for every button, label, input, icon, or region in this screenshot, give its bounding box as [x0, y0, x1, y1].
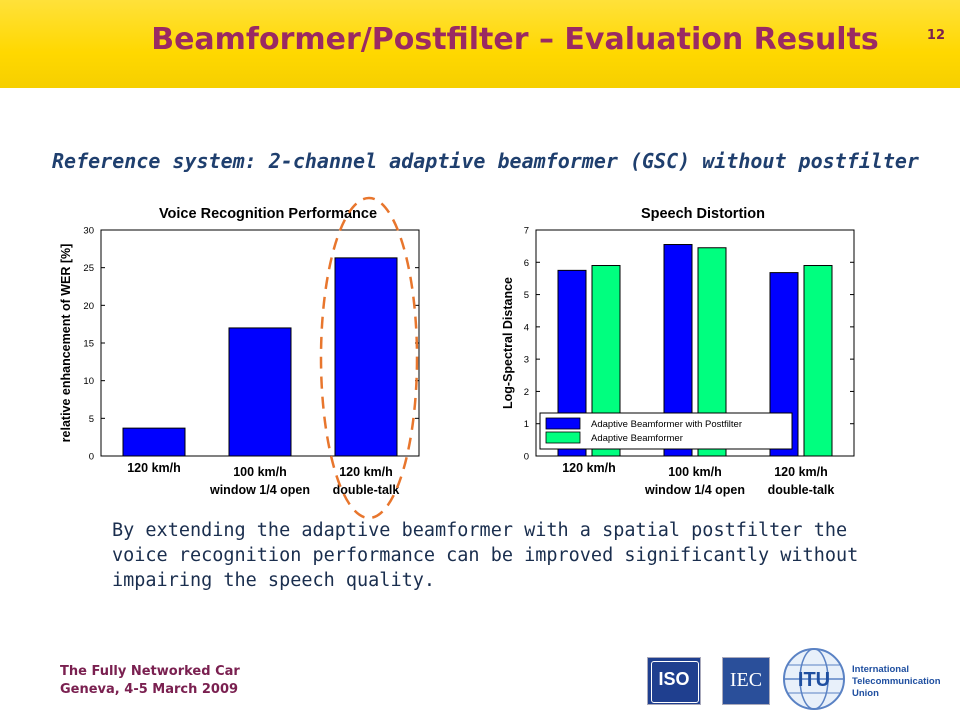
y-tick-label: 5 — [89, 414, 94, 425]
y-tick-label: 7 — [524, 226, 529, 237]
x-category-label: 120 km/h — [127, 461, 181, 475]
bar — [334, 257, 398, 457]
x-category-label: 100 km/h — [233, 465, 287, 479]
y-tick-label: 3 — [524, 355, 529, 366]
x-category-label: double-talk — [333, 483, 400, 497]
legend-swatch — [545, 417, 581, 430]
body-text: By extending the adaptive beamformer wit… — [112, 520, 859, 591]
footer: The Fully Networked Car Geneva, 4-5 Marc… — [60, 663, 240, 699]
footer-event: The Fully Networked Car — [60, 664, 240, 679]
header-banner: Beamformer/Postfilter – Evaluation Resul… — [0, 0, 960, 88]
bar — [803, 265, 833, 457]
x-category-label: 120 km/h — [562, 461, 616, 475]
itu-name-line: International — [852, 664, 909, 675]
x-category-label: 120 km/h — [774, 465, 828, 479]
y-tick-label: 5 — [524, 290, 529, 301]
slide-title: Beamformer/Postfilter – Evaluation Resul… — [151, 22, 879, 57]
y-tick-label: 30 — [83, 226, 94, 237]
plot-frame — [535, 229, 855, 457]
y-axis-label: Log-Spectral Distance — [501, 277, 515, 409]
iec-logo: IEC — [722, 657, 770, 705]
itu-name-line: Union — [852, 688, 879, 699]
y-tick-label: 1 — [524, 419, 529, 430]
y-tick-label: 20 — [83, 301, 94, 312]
iec-logo-text: IEC — [729, 669, 763, 691]
itu-logo: ITU International Telecommunication Unio… — [783, 648, 941, 710]
voice-recognition-chart: Voice Recognition Performance relative en… — [59, 196, 420, 520]
highlight-ellipse — [319, 196, 419, 520]
bar — [122, 427, 186, 457]
x-category-label: 120 km/h — [339, 465, 393, 479]
footer-location: Geneva, 4-5 March 2009 — [60, 682, 239, 697]
y-axis-label: relative enhancement of WER [%] — [59, 244, 73, 443]
y-tick-label: 10 — [83, 376, 94, 387]
y-tick-label: 0 — [89, 452, 94, 463]
legend-box — [539, 412, 793, 450]
bar — [228, 327, 292, 457]
x-category-label: window 1/4 open — [209, 483, 310, 497]
x-category-label: 100 km/h — [668, 465, 722, 479]
y-tick-label: 15 — [83, 339, 94, 350]
chart-title: Voice Recognition Performance — [159, 206, 377, 222]
y-tick-label: 25 — [83, 263, 94, 274]
x-category-label: double-talk — [768, 483, 835, 497]
iso-logo-text: ISO — [658, 669, 690, 689]
itu-name-line: Telecommunication — [852, 676, 941, 687]
subtitle: Reference system: 2-channel adaptive bea… — [52, 149, 919, 173]
chart-title: Speech Distortion — [641, 206, 765, 222]
iso-logo: ISO — [647, 657, 701, 705]
page-number: 12 — [926, 28, 945, 43]
legend-swatch — [545, 431, 581, 444]
y-tick-label: 4 — [524, 322, 529, 333]
speech-distortion-chart: Speech Distortion Log-Spectral Distance 0 1… — [501, 206, 855, 497]
itu-logo-mark: ITU — [798, 669, 830, 691]
legend-label: Adaptive Beamformer — [591, 433, 683, 444]
x-category-label: window 1/4 open — [644, 483, 745, 497]
y-tick-label: 2 — [524, 387, 529, 398]
legend-label: Adaptive Beamformer with Postfilter — [591, 419, 742, 430]
y-tick-label: 6 — [524, 258, 529, 269]
y-tick-label: 0 — [524, 452, 529, 463]
